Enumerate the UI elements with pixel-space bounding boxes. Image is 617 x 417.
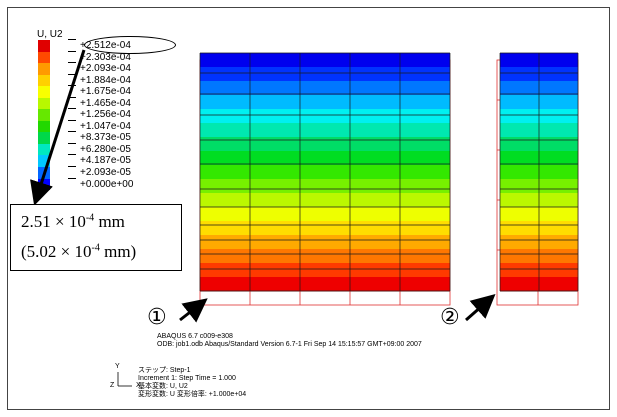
contour-band (200, 53, 450, 68)
legend-swatch (38, 132, 50, 144)
info-deform-var: 変形変数: U 変形倍率: +1.000e+04 (138, 391, 247, 398)
legend-label: +6.280e-05 (67, 142, 133, 156)
contour-band (200, 221, 450, 236)
max-value-highlight-ellipse (84, 36, 176, 54)
contour-band (200, 193, 450, 208)
legend-swatch (38, 97, 50, 110)
info-increment: Increment 1: Step Time = 1.000 (138, 375, 236, 382)
legend-swatch (38, 109, 50, 121)
contour-band (200, 235, 450, 250)
info-odb: ODB: job1.odb Abaqus/Standard Version 6.… (157, 341, 422, 348)
triad-x-label: X (136, 382, 141, 389)
legend-to-callout-arrow (30, 49, 86, 206)
deformed-mesh-side (499, 52, 579, 292)
info-version: ABAQUS 6.7 c009-e308 (157, 333, 233, 340)
legend-swatch (38, 40, 50, 52)
legend-swatch (38, 63, 50, 75)
legend-swatch (38, 155, 50, 168)
legend-label: +2.093e-05 (67, 166, 133, 179)
marker-two: ② (440, 305, 460, 330)
contour-band (200, 165, 450, 180)
marker-one: ① (147, 305, 167, 330)
deformed-mesh-front (199, 52, 451, 292)
marker-one-arrow (179, 298, 208, 323)
legend-label: +1.884e-04 (67, 73, 133, 87)
legend-swatch (38, 86, 50, 98)
max-displacement-callout: 2.51 × 10-4 mm (5.02 × 10-4 mm) (10, 204, 182, 271)
contour-band (200, 109, 450, 124)
coordinate-triad (117, 372, 132, 387)
contour-band (200, 249, 450, 264)
legend-labels: +2.512e-04 +2.303e-04 +2.093e-04 +1.884e-04… (67, 39, 134, 190)
triad-z-label: Z (110, 382, 115, 389)
legend-swatch (38, 143, 50, 156)
info-step: ステップ: Step-1 (138, 367, 191, 374)
marker-two-arrow (465, 294, 496, 322)
legend-label: +0.000e+00 (67, 177, 134, 190)
legend-label: +2.093e-04 (67, 62, 133, 75)
legend-label: +1.256e-04 (67, 108, 133, 121)
info-primary-var: 基本変数: U, U2 (138, 383, 188, 390)
contour-band (200, 207, 450, 222)
legend-swatch (38, 120, 50, 133)
callout-line-2: (5.02 × 10-4 mm) (21, 242, 137, 261)
contour-band (200, 81, 450, 96)
contour-band (200, 151, 450, 166)
contour-band (200, 263, 450, 278)
legend-swatch (38, 74, 50, 87)
legend-swatch (38, 51, 50, 64)
contour-band (200, 179, 450, 194)
contour-band (200, 277, 450, 292)
triad-y-label: Y (115, 363, 120, 370)
legend-label: +1.465e-04 (67, 96, 133, 110)
contour-band (200, 95, 450, 110)
callout-line-1: 2.51 × 10-4 mm (21, 212, 125, 231)
contour-band (200, 137, 450, 152)
legend-label: +4.187e-05 (67, 154, 133, 167)
legend-label: +8.373e-05 (67, 131, 133, 144)
legend-label: +1.047e-04 (67, 119, 133, 133)
legend-label: +2.303e-04 (67, 50, 133, 64)
legend-title: U, U2 (37, 29, 63, 40)
contour-band (200, 67, 450, 82)
contour-band (200, 123, 450, 138)
